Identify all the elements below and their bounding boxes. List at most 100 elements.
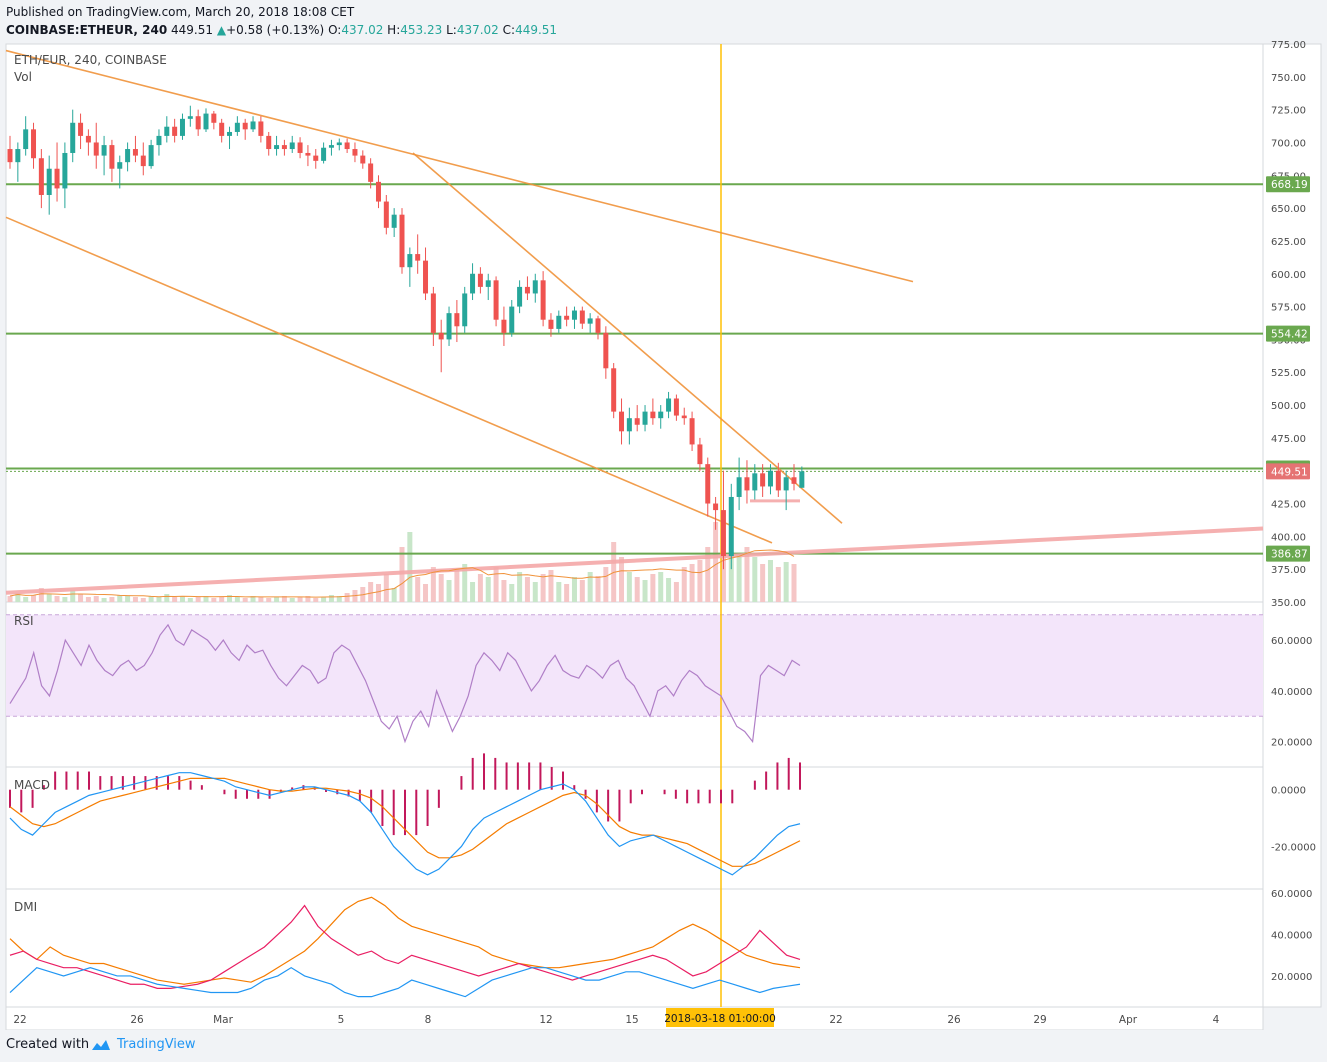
volume-bar bbox=[775, 567, 781, 602]
tradingview-link[interactable]: TradingView bbox=[117, 1037, 196, 1052]
price-axis[interactable] bbox=[1262, 43, 1322, 1008]
volume-bar bbox=[78, 594, 84, 602]
dmi-adx-line bbox=[9, 896, 801, 985]
crosshair-date-label: 2018-03-18 01:00:00 bbox=[664, 1013, 776, 1025]
close-value: 449.51 bbox=[515, 23, 558, 37]
dmi-tick-label: 60.0000 bbox=[1271, 889, 1312, 900]
candle-body bbox=[172, 126, 178, 136]
volume-bar bbox=[415, 577, 421, 602]
candle-body bbox=[446, 313, 452, 340]
candle-body bbox=[125, 149, 131, 163]
crosshair-date-box bbox=[666, 1008, 774, 1027]
created-with-label: Created with bbox=[6, 1037, 90, 1052]
trend-line bbox=[5, 526, 1264, 595]
volume-bar bbox=[250, 596, 256, 602]
candle-body bbox=[344, 142, 350, 150]
volume-bar bbox=[15, 593, 21, 602]
time-axis[interactable] bbox=[5, 1006, 1264, 1030]
candle-body bbox=[23, 129, 29, 150]
volume-bar bbox=[470, 582, 476, 602]
price-pane[interactable] bbox=[5, 43, 1264, 603]
volume-bar bbox=[211, 598, 217, 602]
high-value: 453.23 bbox=[400, 23, 443, 37]
volume-bar bbox=[548, 570, 554, 602]
price-tick-label: 575.00 bbox=[1271, 303, 1306, 314]
candle-body bbox=[368, 163, 374, 182]
volume-bar bbox=[172, 597, 178, 602]
rsi-tick-label: 60.0000 bbox=[1271, 636, 1312, 647]
candle-body bbox=[430, 293, 436, 333]
price-tick-label: 425.00 bbox=[1271, 500, 1306, 511]
volume-bar bbox=[46, 594, 52, 602]
volume-bar bbox=[101, 598, 107, 602]
candle-body bbox=[689, 418, 695, 445]
candle-body bbox=[477, 273, 483, 287]
volume-bar bbox=[658, 572, 664, 602]
candle-body bbox=[297, 142, 303, 153]
candle-body bbox=[62, 152, 68, 189]
volume-bar bbox=[587, 572, 593, 602]
candle-body bbox=[328, 145, 334, 148]
tradingview-cloud-icon[interactable] bbox=[88, 1036, 112, 1058]
price-tick-label: 525.00 bbox=[1271, 368, 1306, 379]
candle-body bbox=[775, 470, 781, 491]
volume-bar bbox=[720, 537, 726, 602]
candle-body bbox=[179, 118, 185, 136]
price-label-text: 668.19 bbox=[1271, 179, 1308, 191]
dmi-label: DMI bbox=[14, 900, 37, 914]
candle-body bbox=[697, 444, 703, 465]
price-tick-label: 600.00 bbox=[1271, 270, 1306, 281]
candle-body bbox=[501, 319, 507, 333]
volume-bar bbox=[493, 567, 499, 602]
candle-body bbox=[744, 477, 750, 491]
volume-bar bbox=[258, 597, 264, 602]
volume-bar bbox=[634, 577, 640, 602]
volume-bar bbox=[407, 532, 413, 602]
macd-label: MACD bbox=[14, 778, 50, 792]
candle-body bbox=[321, 147, 327, 161]
close-label: C: bbox=[502, 23, 516, 37]
volume-bar bbox=[744, 547, 750, 602]
candle-body bbox=[626, 418, 632, 432]
candle-body bbox=[524, 286, 530, 294]
volume-bar bbox=[93, 596, 99, 602]
dmi-pane[interactable] bbox=[5, 888, 1264, 1008]
volume-bar bbox=[23, 597, 29, 602]
candle-body bbox=[509, 306, 515, 333]
candle-body bbox=[470, 273, 476, 294]
published-note: Published on TradingView.com, March 20, … bbox=[6, 5, 355, 19]
rsi-band bbox=[6, 614, 1263, 717]
low-label: L: bbox=[446, 23, 457, 37]
time-tick-label: 4 bbox=[1213, 1014, 1220, 1026]
candle-body bbox=[783, 477, 789, 491]
volume-bar bbox=[485, 577, 491, 602]
volume-bar bbox=[179, 596, 185, 602]
volume-bar bbox=[430, 567, 436, 602]
volume-bar bbox=[266, 598, 272, 602]
chart-canvas[interactable]: 350.00375.00400.00425.00450.00475.00500.… bbox=[0, 40, 1327, 1030]
candle-body bbox=[203, 113, 209, 130]
macd-pane[interactable] bbox=[5, 766, 1264, 890]
trend-line bbox=[5, 49, 914, 283]
candle-body bbox=[579, 310, 585, 324]
volume-bar bbox=[423, 584, 429, 602]
candle-body bbox=[556, 315, 562, 329]
candle-body bbox=[305, 152, 311, 156]
candle-body bbox=[438, 332, 444, 340]
candle-body bbox=[117, 162, 123, 169]
price-tick-label: 475.00 bbox=[1271, 434, 1306, 445]
candle-body bbox=[46, 168, 52, 195]
time-tick-label: 5 bbox=[338, 1014, 345, 1026]
volume-bar bbox=[375, 584, 381, 602]
price-tick-label: 625.00 bbox=[1271, 237, 1306, 248]
candle-body bbox=[391, 214, 397, 228]
price-tick-label: 375.00 bbox=[1271, 565, 1306, 576]
volume-bar bbox=[454, 570, 460, 602]
volume-bar bbox=[752, 557, 758, 602]
volume-bar bbox=[289, 598, 295, 602]
candle-body bbox=[767, 470, 773, 487]
candle-body bbox=[375, 181, 381, 202]
volume-bar bbox=[524, 577, 530, 602]
candle-body bbox=[587, 318, 593, 324]
dmi-minus-line bbox=[9, 904, 801, 989]
